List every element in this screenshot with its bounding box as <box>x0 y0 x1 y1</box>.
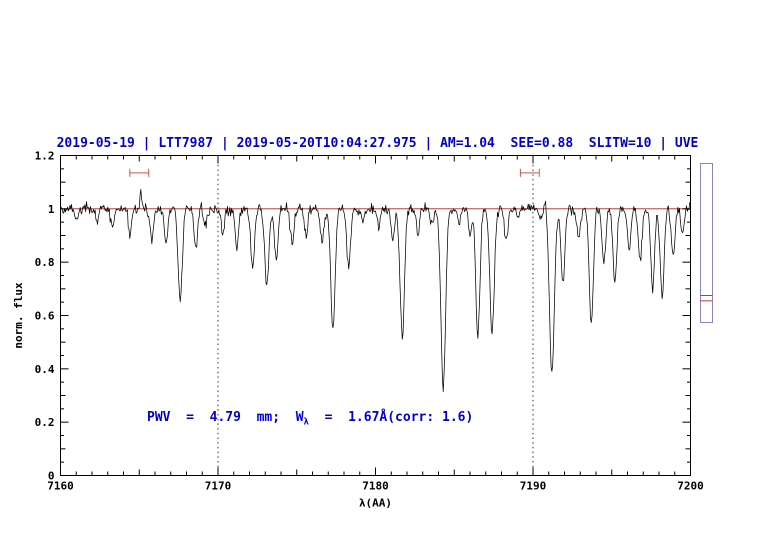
annotation-suffix: = 1.67Å(corr: 1.6) <box>308 410 474 425</box>
plot-title: 2019-05-19 | LTT7987 | 2019-05-20T10:04:… <box>56 136 699 151</box>
x-tick-label: 7200 <box>677 480 704 493</box>
side-gauge-box <box>700 163 713 323</box>
y-axis-label: norm. flux <box>12 282 25 349</box>
y-tick-label: 1 <box>48 203 55 216</box>
y-tick-label: 0.4 <box>35 363 55 376</box>
y-tick-label: 0.2 <box>35 416 55 429</box>
x-axis-label: λ(AA) <box>359 497 392 510</box>
x-tick-label: 7160 <box>47 480 74 493</box>
y-tick-label: 0.6 <box>35 310 55 323</box>
x-tick-label: 7180 <box>362 480 389 493</box>
pwv-annotation: PWV = 4.79 mm; Wλ = 1.67Å(corr: 1.6) <box>147 410 473 428</box>
y-tick-label: 1.2 <box>35 150 55 163</box>
y-tick-label: 0.8 <box>35 256 55 269</box>
spectrum-trace <box>60 189 691 393</box>
x-tick-label: 7170 <box>205 480 232 493</box>
annotation-prefix: PWV = 4.79 mm; W <box>147 410 304 425</box>
y-tick-label: 0 <box>48 470 55 483</box>
x-tick-label: 7190 <box>520 480 547 493</box>
annotation-lambda-subscript: λ <box>303 417 309 428</box>
